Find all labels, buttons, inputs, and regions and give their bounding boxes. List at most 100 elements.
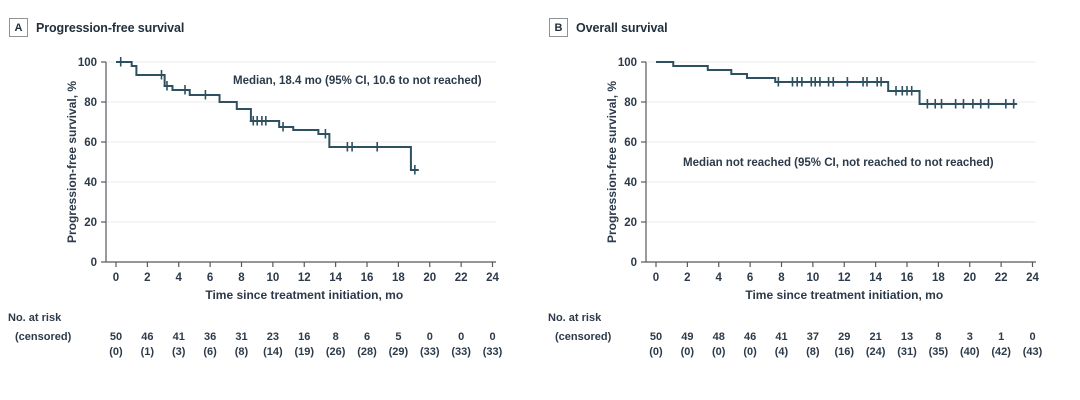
svg-text:49: 49 [681, 331, 693, 343]
svg-text:8: 8 [333, 331, 339, 343]
svg-text:20: 20 [423, 272, 436, 284]
svg-text:8: 8 [935, 331, 941, 343]
svg-text:3: 3 [967, 331, 973, 343]
svg-text:(19): (19) [294, 346, 314, 358]
svg-text:21: 21 [870, 331, 882, 343]
svg-text:16: 16 [298, 331, 310, 343]
svg-text:46: 46 [744, 331, 756, 343]
svg-text:41: 41 [173, 331, 185, 343]
svg-text:(33): (33) [451, 346, 471, 358]
svg-text:14: 14 [869, 272, 882, 284]
svg-text:31: 31 [235, 331, 247, 343]
svg-text:Time since treatment initiatio: Time since treatment initiation, mo [745, 288, 943, 302]
svg-text:8: 8 [238, 272, 245, 284]
svg-text:80: 80 [624, 97, 637, 109]
svg-text:(0): (0) [743, 346, 757, 358]
svg-text:(censored): (censored) [555, 331, 612, 343]
svg-text:(26): (26) [326, 346, 346, 358]
svg-text:0: 0 [113, 272, 119, 284]
svg-text:48: 48 [713, 331, 725, 343]
svg-text:80: 80 [84, 97, 97, 109]
svg-text:100: 100 [78, 57, 97, 69]
svg-text:(40): (40) [960, 346, 980, 358]
svg-text:(28): (28) [357, 346, 377, 358]
svg-text:12: 12 [838, 272, 851, 284]
svg-text:(4): (4) [775, 346, 789, 358]
svg-text:40: 40 [84, 177, 97, 189]
svg-text:40: 40 [624, 177, 637, 189]
svg-text:2: 2 [684, 272, 690, 284]
svg-text:2: 2 [144, 272, 150, 284]
svg-text:6: 6 [747, 272, 753, 284]
svg-text:36: 36 [204, 331, 216, 343]
svg-text:0: 0 [1029, 331, 1035, 343]
svg-text:12: 12 [298, 272, 311, 284]
svg-text:Median, 18.4 mo (95% CI, 10.6: Median, 18.4 mo (95% CI, 10.6 to not rea… [233, 75, 482, 87]
svg-text:Progression-free survival, %: Progression-free survival, % [605, 81, 619, 243]
svg-text:22: 22 [455, 272, 468, 284]
svg-text:1: 1 [998, 331, 1004, 343]
svg-text:(0): (0) [681, 346, 695, 358]
svg-text:(0): (0) [712, 346, 726, 358]
svg-text:10: 10 [266, 272, 279, 284]
svg-text:16: 16 [901, 272, 914, 284]
svg-text:13: 13 [901, 331, 913, 343]
svg-text:50: 50 [110, 331, 122, 343]
svg-text:(1): (1) [141, 346, 155, 358]
panel-a-title: Progression-free survival [36, 20, 185, 35]
panel-a-header: A Progression-free survival [9, 18, 184, 37]
svg-text:(6): (6) [203, 346, 217, 358]
svg-text:18: 18 [392, 272, 405, 284]
svg-text:No. at risk: No. at risk [8, 312, 62, 324]
svg-text:20: 20 [84, 217, 97, 229]
svg-text:46: 46 [141, 331, 153, 343]
svg-text:(3): (3) [172, 346, 186, 358]
svg-text:0: 0 [653, 272, 659, 284]
svg-text:100: 100 [618, 57, 637, 69]
svg-text:14: 14 [329, 272, 342, 284]
svg-text:Progression-free survival, %: Progression-free survival, % [65, 81, 79, 243]
svg-text:(33): (33) [420, 346, 440, 358]
svg-text:(35): (35) [929, 346, 949, 358]
svg-text:(censored): (censored) [15, 331, 72, 343]
svg-text:16: 16 [361, 272, 374, 284]
svg-text:(0): (0) [649, 346, 663, 358]
panel-b-badge: B [549, 18, 568, 37]
svg-text:18: 18 [932, 272, 945, 284]
svg-text:(8): (8) [235, 346, 249, 358]
svg-text:23: 23 [267, 331, 279, 343]
svg-text:(33): (33) [483, 346, 503, 358]
svg-text:4: 4 [716, 272, 723, 284]
svg-text:20: 20 [624, 217, 637, 229]
svg-text:0: 0 [91, 257, 97, 269]
panel-overall-survival: B Overall survival 0 20 40 60 80 100 0 2 4 6 8 10 12… [540, 0, 1080, 400]
svg-text:(24): (24) [866, 346, 886, 358]
svg-text:No. at risk: No. at risk [548, 312, 602, 324]
svg-text:(14): (14) [263, 346, 283, 358]
svg-text:50: 50 [650, 331, 662, 343]
svg-text:29: 29 [838, 331, 850, 343]
svg-text:0: 0 [489, 331, 495, 343]
svg-text:5: 5 [395, 331, 401, 343]
svg-text:60: 60 [624, 137, 637, 149]
svg-text:(16): (16) [834, 346, 854, 358]
svg-text:24: 24 [1026, 272, 1039, 284]
svg-text:22: 22 [995, 272, 1008, 284]
svg-text:60: 60 [84, 137, 97, 149]
svg-text:20: 20 [963, 272, 976, 284]
svg-text:4: 4 [176, 272, 183, 284]
svg-text:(31): (31) [897, 346, 917, 358]
svg-text:(0): (0) [109, 346, 123, 358]
svg-text:Median not reached (95% CI, no: Median not reached (95% CI, not reached … [683, 157, 994, 169]
svg-text:37: 37 [807, 331, 819, 343]
svg-text:(8): (8) [806, 346, 820, 358]
panel-a-badge: A [9, 18, 28, 37]
svg-text:(43): (43) [1023, 346, 1043, 358]
panel-b-title: Overall survival [576, 20, 668, 35]
svg-text:0: 0 [427, 331, 433, 343]
svg-text:0: 0 [458, 331, 464, 343]
svg-text:6: 6 [207, 272, 213, 284]
svg-text:0: 0 [631, 257, 637, 269]
